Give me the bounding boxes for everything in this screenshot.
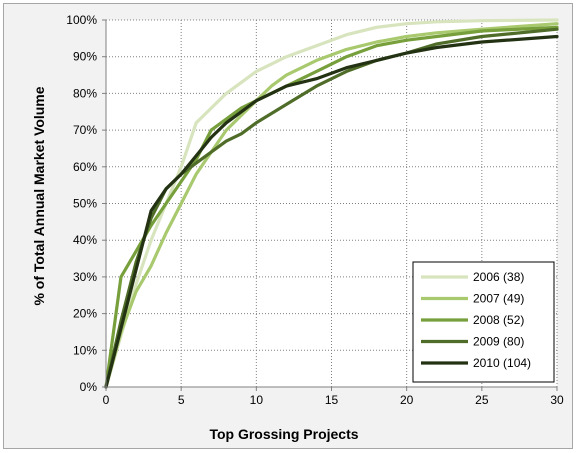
legend-label: 2008 (52) [473,313,524,327]
y-tick-label: 10% [73,343,97,357]
y-tick-label: 40% [73,233,97,247]
legend-label: 2010 (104) [473,356,531,370]
x-tick-label: 5 [178,393,185,407]
y-tick-label: 80% [73,86,97,100]
x-tick-label: 20 [400,393,414,407]
y-tick-label: 60% [73,160,97,174]
x-tick-label: 0 [103,393,110,407]
x-tick-label: 25 [475,393,489,407]
series-line [104,18,559,389]
y-tick-label: 90% [73,50,97,64]
y-tick-label: 100% [66,13,97,27]
y-tick-label: 70% [73,123,97,137]
series-line [104,25,559,389]
legend-label: 2007 (49) [473,292,524,306]
y-tick-label: 0% [80,380,98,394]
legend-label: 2009 (80) [473,335,524,349]
legend: 2006 (38) 2007 (49) 2008 (52) 2009 (80) 2010… [412,261,555,383]
x-tick-label: 30 [550,393,564,407]
y-axis-title: % of Total Annual Market Volume [31,86,47,305]
y-tick-label: 50% [73,197,97,211]
x-tick-label: 10 [250,393,264,407]
series-lines [104,18,559,389]
x-tick-label: 15 [325,393,339,407]
axes: 0 5 10 15 20 25 30 0% 10% 20% 30% 40% 50% 60% 70% 80% 90… [66,13,564,407]
line-chart: 0 5 10 15 20 25 30 0% 10% 20% 30% 40% 50% 60% 70% 80% 90… [31,13,564,442]
x-axis-title: Top Grossing Projects [209,426,358,442]
y-tick-label: 30% [73,270,97,284]
chart-frame: 0 5 10 15 20 25 30 0% 10% 20% 30% 40% 50% 60% 70% 80% 90… [3,3,573,449]
legend-label: 2006 (38) [473,270,524,284]
series-line [104,34,559,389]
y-tick-label: 20% [73,307,97,321]
